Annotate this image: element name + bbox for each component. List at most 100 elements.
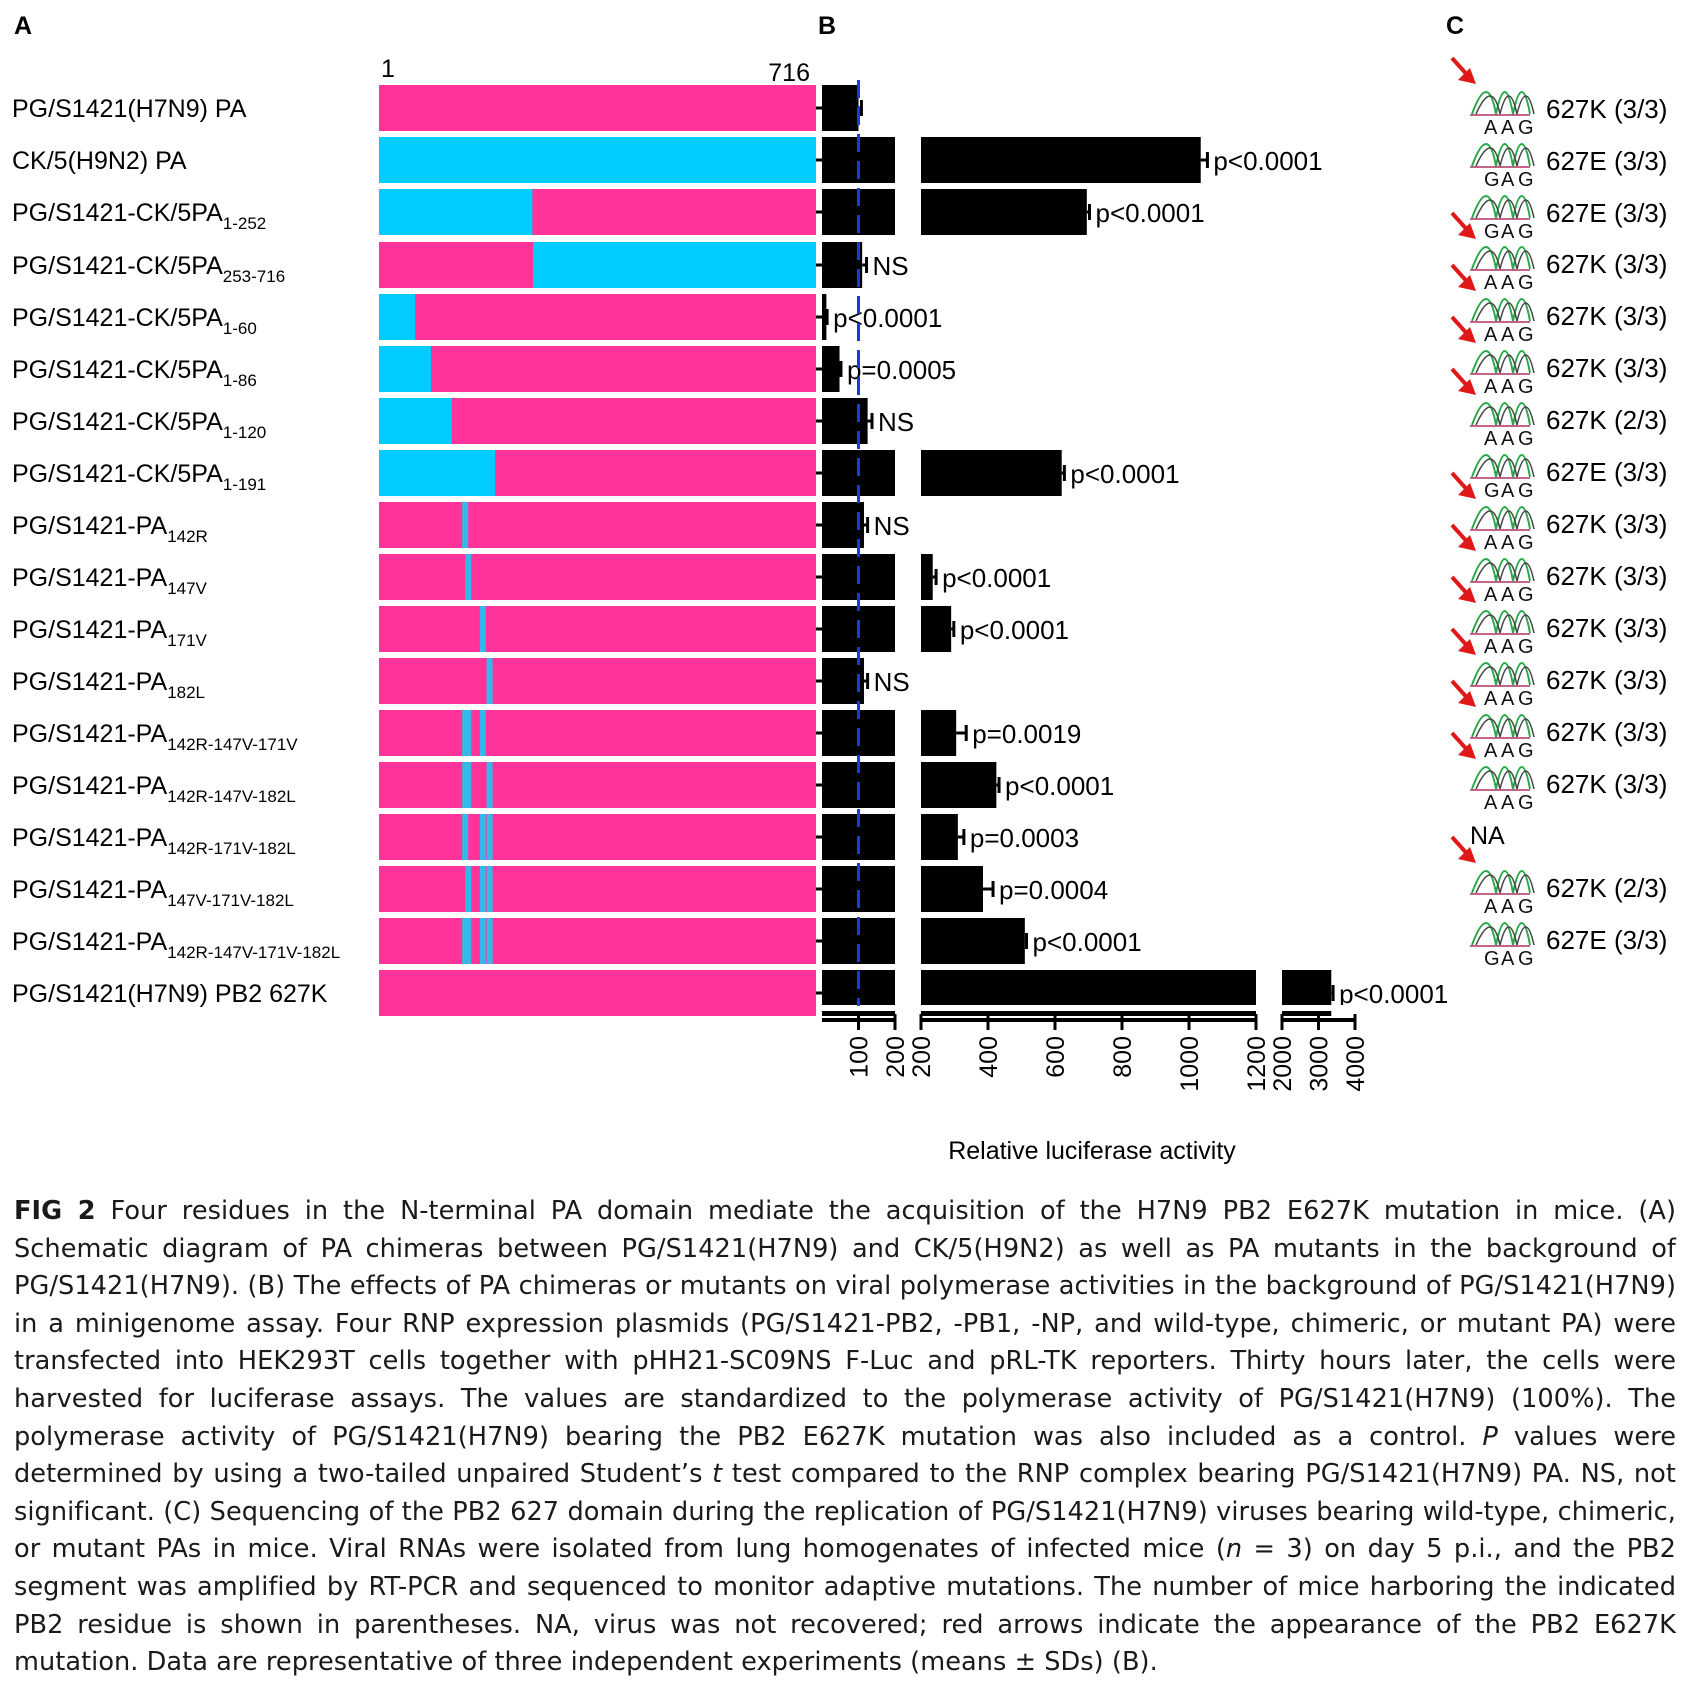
- bar-segment: [822, 658, 864, 704]
- pa-segment-h9n2: [533, 242, 816, 288]
- x-tick-label: 600: [1042, 1036, 1070, 1078]
- red-arrow-head: [1458, 379, 1476, 395]
- row-label-subscript: 1-86: [223, 371, 257, 390]
- pa-segment-h9n2: [379, 398, 452, 444]
- sequencing-result: 627E (3/3): [1546, 146, 1667, 176]
- chromatogram-trace: [1471, 558, 1531, 582]
- panel-c-label: C: [1446, 12, 1464, 40]
- chromatogram-trace: [1471, 506, 1531, 530]
- codon-base: A: [1501, 792, 1515, 814]
- significance-label: NS: [873, 251, 909, 281]
- bar-segment: [921, 762, 997, 808]
- row-label-subscript: 1-120: [223, 423, 266, 442]
- row-label-main: PG/S1421-PA: [12, 876, 168, 904]
- bar-segment: [921, 814, 958, 860]
- codon-base: G: [1518, 169, 1534, 191]
- chromatogram-trace: [1471, 143, 1531, 167]
- red-arrow-head: [1458, 223, 1476, 239]
- row-label-main: CK/5(H9N2) PA: [12, 147, 187, 175]
- chromatogram-trace: [1475, 718, 1535, 738]
- bar-segment: [921, 450, 1062, 496]
- figure-caption: FIG 2 Four residues in the N-terminal PA…: [14, 1193, 1676, 1682]
- codon-base: G: [1518, 792, 1534, 814]
- chromatogram-trace: [1471, 350, 1531, 374]
- chromatogram-trace: [1475, 666, 1535, 686]
- row-label-subscript: 1-191: [223, 475, 266, 494]
- chromatogram-trace: [1475, 95, 1535, 115]
- codon-base: A: [1501, 740, 1515, 762]
- x-tick-label: 200: [908, 1036, 936, 1078]
- codon-base: A: [1501, 480, 1515, 502]
- codon-base: G: [1518, 896, 1534, 918]
- row-label-main: PG/S1421-CK/5PA: [12, 460, 223, 488]
- chromatogram-trace: [1475, 874, 1535, 894]
- codon-base: G: [1518, 376, 1534, 398]
- pa-point-mutation: [465, 762, 472, 808]
- pa-point-mutation: [486, 866, 493, 912]
- pa-point-mutation: [462, 762, 469, 808]
- codon-base: G: [1518, 740, 1534, 762]
- pa-bar-h7n9: [379, 970, 816, 1016]
- codon-base: A: [1484, 584, 1498, 606]
- codon-base: G: [1518, 480, 1534, 502]
- x-tick-label: 100: [846, 1036, 874, 1078]
- row-label-subscript: 147V-171V-182L: [167, 891, 294, 910]
- sequencing-result: 627K (3/3): [1546, 353, 1667, 383]
- bar-segment: [822, 294, 827, 340]
- significance-label: NS: [874, 511, 910, 541]
- significance-label: p<0.0001: [833, 303, 942, 333]
- codon-base: A: [1484, 792, 1498, 814]
- pa-bar-h7n9: [379, 294, 816, 340]
- chromatogram-trace: [1471, 766, 1531, 790]
- significance-label: p<0.0001: [1339, 979, 1448, 1009]
- row-label-subscript: 142R-171V-182L: [167, 839, 296, 858]
- codon-base: A: [1501, 117, 1515, 139]
- significance-label: p=0.0003: [970, 823, 1079, 853]
- panel-a-schematic: PG/S1421(H7N9) PA CK/5(H9N2) PA PG/S1421-C…: [12, 85, 816, 1016]
- pa-point-mutation: [486, 814, 493, 860]
- row-label-main: PG/S1421-PA: [12, 512, 168, 540]
- chromatogram-trace: [1471, 298, 1531, 322]
- row-label-subscript: 182L: [167, 683, 205, 702]
- significance-label: p<0.0001: [1070, 459, 1179, 489]
- pa-point-mutation: [465, 918, 472, 964]
- chromatogram-trace: [1475, 250, 1535, 270]
- codon-base: G: [1518, 272, 1534, 294]
- pa-point-mutation: [479, 606, 486, 652]
- pa-point-mutation: [479, 814, 486, 860]
- sequencing-result: 627K (3/3): [1546, 613, 1667, 643]
- chromatogram-trace: [1471, 610, 1531, 634]
- x-tick-label: 1000: [1176, 1036, 1204, 1092]
- pa-point-mutation: [462, 814, 469, 860]
- row-label-main: PG/S1421(H7N9) PA: [12, 95, 247, 123]
- pa-bar-h7n9: [379, 346, 816, 392]
- pa-point-mutation: [462, 710, 469, 756]
- caption-italic-p: P: [1482, 1421, 1498, 1452]
- bar-segment: [822, 242, 863, 288]
- chromatogram-trace: [1475, 302, 1535, 322]
- codon-base: G: [1518, 428, 1534, 450]
- row-label: PG/S1421-PA171V: [12, 616, 208, 650]
- chromatogram-trace: [1471, 662, 1531, 686]
- pa-segment-h9n2: [379, 450, 496, 496]
- bar-segment: [921, 710, 957, 756]
- pa-point-mutation: [486, 658, 493, 704]
- significance-label: NS: [878, 407, 914, 437]
- codon-base: A: [1484, 117, 1498, 139]
- significance-label: p<0.0001: [1033, 927, 1142, 957]
- row-label-main: PG/S1421-PA: [12, 564, 168, 592]
- pa-segment-h9n2: [379, 189, 533, 235]
- pa-bar-h7n9: [379, 398, 816, 444]
- pa-bar-h7n9: [379, 606, 816, 652]
- pa-segment-h9n2: [379, 294, 416, 340]
- significance-label: p=0.0005: [847, 355, 956, 385]
- significance-label: p=0.0004: [999, 875, 1108, 905]
- row-label-main: PG/S1421-PA: [12, 928, 168, 956]
- row-label-subscript: 142R-147V-171V-182L: [167, 943, 340, 962]
- chromatogram-trace: [1475, 926, 1535, 946]
- pa-point-mutation: [486, 762, 493, 808]
- row-label-main: PG/S1421-PA: [12, 720, 168, 748]
- pa-point-mutation: [465, 710, 472, 756]
- caption-text-3: test compared to the RNP complex bearing…: [14, 1459, 1676, 1565]
